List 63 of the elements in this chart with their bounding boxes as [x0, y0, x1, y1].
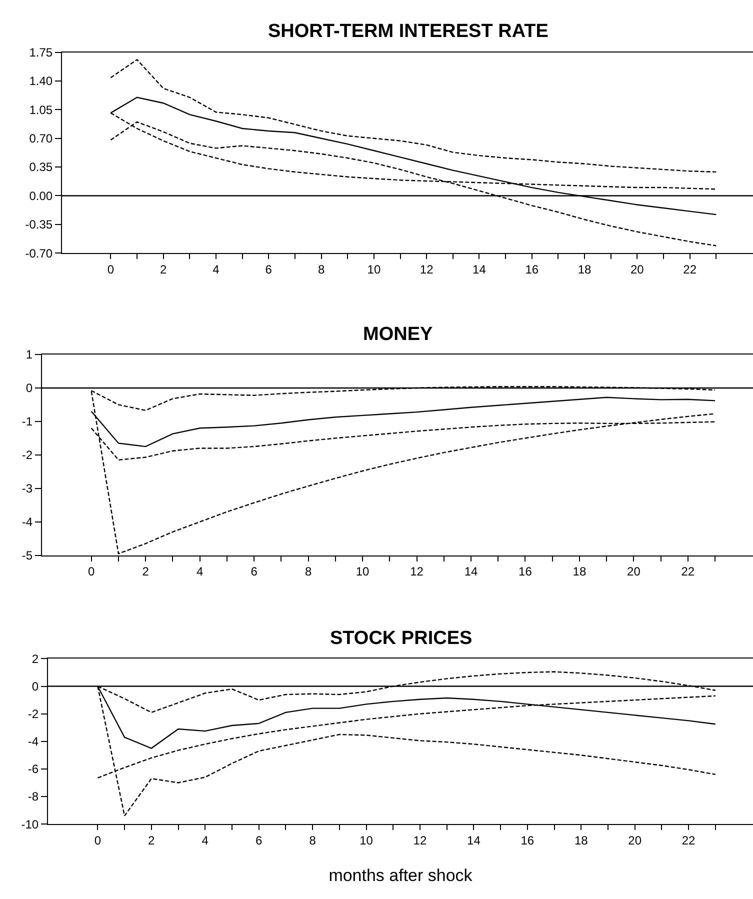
y-tick-label: -10 — [21, 817, 39, 832]
x-tick-label: 2 — [148, 833, 156, 848]
y-tick-label: 0.00 — [29, 188, 53, 203]
x-tick-label: 6 — [265, 262, 272, 277]
y-tick-label: 0.35 — [29, 160, 53, 174]
line-series — [110, 59, 717, 173]
chart-title: MONEY — [363, 324, 433, 345]
x-tick-label: 20 — [627, 564, 641, 579]
x-axis-title: months after shock — [328, 866, 473, 885]
x-tick-label: 12 — [420, 262, 434, 277]
y-tick-label: 0 — [26, 381, 33, 396]
chart-title: SHORT-TERM INTEREST RATE — [268, 21, 548, 42]
y-tick-label: -4 — [28, 734, 39, 749]
x-tick-label: 0 — [88, 564, 96, 579]
y-tick-label: 0.70 — [29, 132, 53, 146]
x-tick-label: 16 — [520, 833, 534, 848]
y-tick-label: 2 — [32, 652, 39, 666]
x-tick-label: 10 — [356, 564, 370, 579]
x-tick-label: 6 — [255, 833, 262, 848]
x-tick-label: 10 — [367, 262, 381, 277]
x-tick-label: 8 — [309, 833, 316, 848]
x-tick-label: 22 — [681, 564, 695, 579]
x-tick-label: 22 — [683, 262, 697, 277]
x-tick-label: 22 — [682, 833, 696, 848]
x-tick-label: 4 — [196, 564, 204, 579]
y-tick-label: -8 — [28, 790, 39, 804]
y-tick-label: 1.40 — [29, 74, 53, 88]
x-tick-label: 4 — [212, 262, 220, 277]
y-tick-label: -2 — [22, 448, 33, 462]
x-tick-label: 4 — [202, 833, 209, 848]
x-tick-label: 18 — [578, 262, 592, 277]
y-tick-label: 0 — [32, 679, 39, 694]
x-tick-label: 10 — [360, 833, 374, 848]
y-tick-label: -3 — [22, 482, 33, 496]
y-tick-label: -5 — [22, 548, 33, 563]
y-tick-label: -1 — [22, 414, 33, 429]
x-tick-label: 6 — [250, 564, 258, 579]
x-tick-label: 2 — [160, 262, 168, 277]
x-tick-label: 12 — [410, 564, 424, 579]
x-tick-label: 14 — [472, 262, 486, 277]
x-tick-label: 20 — [628, 833, 642, 848]
y-tick-label: 1.05 — [29, 102, 53, 117]
x-tick-label: 0 — [94, 833, 102, 848]
x-tick-label: 16 — [518, 564, 532, 579]
x-tick-label: 14 — [464, 564, 478, 579]
x-tick-label: 16 — [525, 262, 539, 277]
x-tick-label: 18 — [572, 564, 586, 579]
x-tick-label: 12 — [413, 833, 427, 848]
x-tick-label: 8 — [318, 262, 325, 277]
x-tick-label: 20 — [630, 262, 644, 277]
y-tick-label: -4 — [22, 515, 33, 530]
y-tick-label: 1 — [26, 348, 33, 362]
x-tick-label: 2 — [142, 564, 150, 579]
y-tick-label: 1.75 — [29, 45, 53, 60]
x-tick-label: 18 — [574, 833, 588, 848]
x-tick-label: 0 — [107, 262, 114, 277]
y-tick-label: -0.35 — [25, 218, 53, 232]
chart-title: STOCK PRICES — [330, 628, 472, 649]
x-tick-label: 8 — [304, 564, 312, 579]
y-tick-label: -6 — [28, 762, 39, 776]
x-tick-label: 14 — [467, 833, 481, 848]
y-tick-label: -0.70 — [25, 246, 53, 260]
y-tick-label: -2 — [28, 707, 39, 722]
